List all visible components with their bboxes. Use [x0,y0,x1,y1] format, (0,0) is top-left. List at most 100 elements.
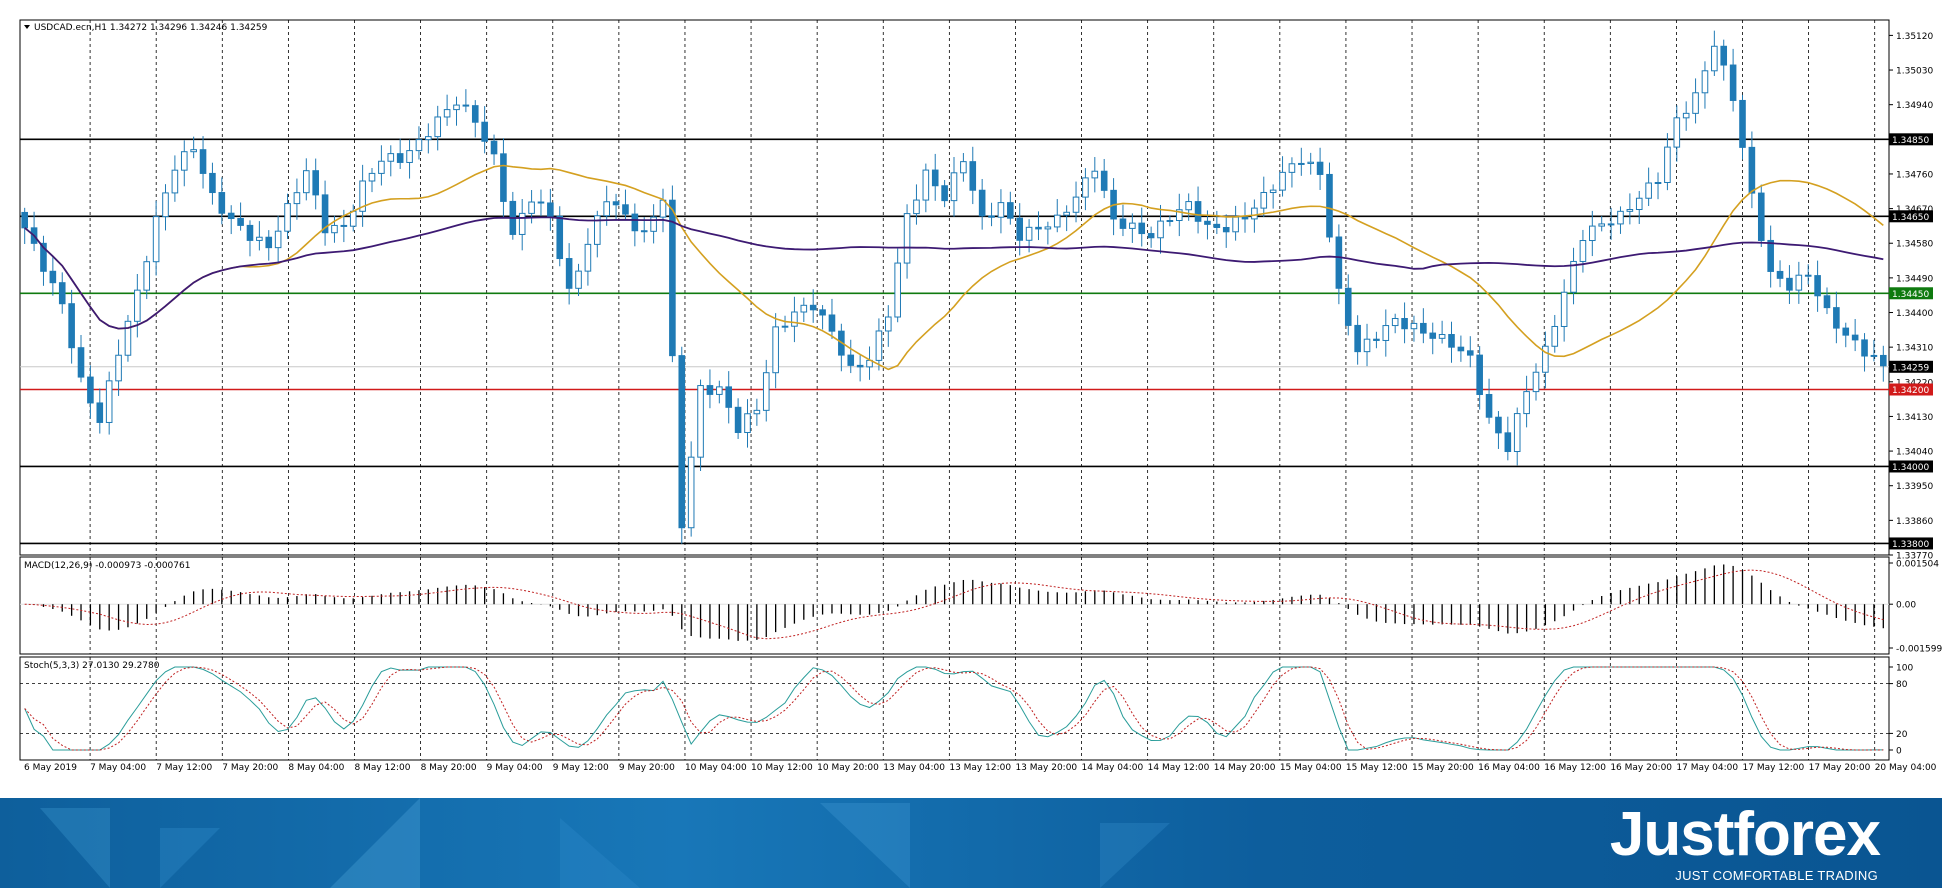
candle-body [1373,338,1380,341]
candle-body [453,104,460,111]
candle-body [490,140,498,155]
candle-body [1748,146,1756,194]
level-price-label: 1.34850 [1892,136,1929,146]
candle-body [1654,182,1662,185]
y-tick-label: 1.33770 [1896,552,1933,562]
candle-body [171,169,179,194]
candle-body [256,236,263,241]
candle-body [1072,196,1080,213]
y-tick-label: 1.34760 [1896,170,1933,180]
ma-slow-line [24,216,1884,330]
x-tick-label: 16 May 12:00 [1544,763,1606,773]
stoch-signal-line [24,666,1884,751]
candle-body [537,201,545,204]
candle-body [368,172,376,182]
x-tick-label: 13 May 04:00 [883,763,945,773]
candle-body [321,194,329,234]
candle-body [669,199,676,357]
ma-fast-line [24,164,1884,371]
candle-body [425,136,432,141]
candle-body [143,261,151,291]
candle-body [678,355,686,529]
candle-body [227,212,235,220]
candle-body [124,320,132,356]
level-price-box [1889,133,1933,146]
candle-body [640,230,648,233]
candle-body [1194,201,1202,222]
candle-body [1692,92,1699,114]
candle-body [378,160,385,174]
stoch-tick-label: 0 [1896,747,1902,757]
price-panel [19,19,1890,556]
y-tick-label: 1.34670 [1896,205,1933,215]
level-price-label: 1.34650 [1892,213,1929,223]
x-tick-label: 15 May 04:00 [1280,763,1342,773]
candle-body [744,413,751,434]
candle-body [1138,222,1146,235]
candle-body [1532,371,1540,393]
y-tick-label: 1.34310 [1896,344,1933,354]
chart-area[interactable]: 6 May 2019 7 May 04:00 7 May 12:00 7 May 20… [0,0,1942,798]
candle-body [1814,275,1821,297]
x-tick-label: 14 May 04:00 [1082,763,1144,773]
x-tick-label: 9 May 20:00 [619,763,675,773]
candle-body [87,376,94,404]
candle-body [471,105,479,123]
candle-body [978,189,986,217]
candle-body [415,139,423,152]
candle-body [593,215,601,245]
x-tick-label: 10 May 20:00 [817,763,879,773]
x-tick-label: 15 May 12:00 [1346,763,1408,773]
candle-body [218,192,226,214]
candle-body [1617,210,1624,225]
level-price-label: 1.34450 [1892,290,1929,300]
y-tick-label: 1.34400 [1896,309,1933,319]
candle-body [96,402,104,423]
candle-body [1757,192,1765,241]
y-tick-label: 1.34940 [1896,101,1933,111]
candle-body [1204,220,1211,225]
x-tick-label: 17 May 20:00 [1809,763,1871,773]
x-tick-label: 8 May 20:00 [421,763,477,773]
candle-body [950,172,958,202]
y-tick-label: 1.34040 [1896,448,1933,458]
stoch-panel-title: Stoch(5,3,3) 27.0130 29.2780 [24,661,160,671]
candle-body [1579,240,1587,262]
y-tick-label: 1.34130 [1896,413,1933,423]
candle-body [1861,339,1868,357]
candle-body [1382,325,1390,341]
candle-body [396,153,404,163]
candle-body [706,385,714,395]
x-tick-label: 16 May 04:00 [1478,763,1540,773]
brand-logo: Justforex JUST COMFORTABLE TRADING [1560,798,1881,888]
candle-body [903,213,911,264]
candle-body [1626,209,1634,212]
candle-body [603,201,610,217]
x-tick-label: 16 May 20:00 [1610,763,1672,773]
y-tick-label: 1.33950 [1896,482,1933,492]
candle-body [556,215,564,260]
candle-body [1100,170,1108,191]
x-tick-label: 8 May 04:00 [288,763,344,773]
candle-body [1298,162,1305,165]
candle-body [809,304,817,311]
candle-body [1279,171,1286,191]
candle-body [1326,173,1333,238]
candle-body [1044,226,1052,230]
candle-body [565,258,573,289]
candle-body [190,149,197,153]
candle-body [1457,346,1465,352]
candle-body [237,218,244,226]
candle-body [716,386,723,395]
macd-tick-label: 0.001504 [1896,560,1939,570]
x-tick-label: 20 May 04:00 [1875,763,1937,773]
candle-body [1232,216,1239,233]
candle-body [1589,225,1596,242]
candle-body [1466,350,1474,356]
candle-body [1251,207,1258,220]
candle-body [1851,334,1859,341]
candle-body [500,153,507,202]
stoch-tick-label: 100 [1896,664,1913,674]
candle-body [1711,45,1718,72]
candle-body [434,116,442,138]
